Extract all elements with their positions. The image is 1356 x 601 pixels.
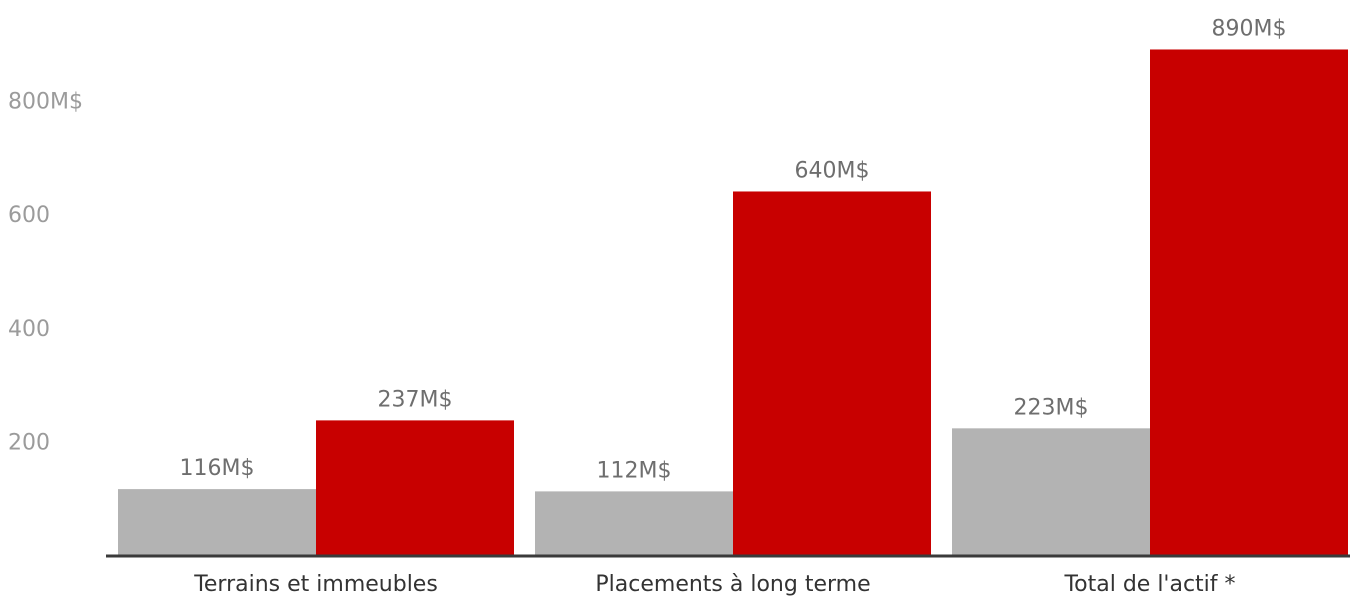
- bar-series-1: [952, 428, 1150, 555]
- category-label: Total de l'actif *: [1063, 572, 1235, 597]
- category-labels: Terrains et immeubles Placements à long t…: [193, 572, 1235, 597]
- y-tick-label: 800M$: [8, 90, 83, 115]
- bar-value-label: 237M$: [378, 387, 453, 412]
- bar-value-label: 640M$: [795, 158, 870, 183]
- y-axis-ticks: 200 400 600 800M$: [8, 90, 83, 456]
- y-tick-label: 200: [8, 430, 50, 455]
- bar-value-label: 112M$: [597, 458, 672, 483]
- data-labels: 116M$ 237M$ 112M$ 640M$ 223M$ 890M$: [180, 16, 1287, 483]
- category-label: Placements à long terme: [595, 572, 870, 597]
- bar-value-label: 116M$: [180, 456, 255, 481]
- y-tick-label: 600: [8, 203, 50, 228]
- bar-series-2: [316, 420, 514, 555]
- category-label: Terrains et immeubles: [193, 572, 438, 597]
- bars: [118, 49, 1348, 556]
- y-tick-label: 400: [8, 317, 50, 342]
- bar-value-label: 890M$: [1212, 16, 1287, 41]
- bar-series-2: [1150, 49, 1348, 555]
- bar-series-2: [733, 191, 931, 556]
- bar-series-1: [118, 489, 316, 555]
- bar-series-1: [535, 491, 733, 555]
- bar-value-label: 223M$: [1014, 395, 1089, 420]
